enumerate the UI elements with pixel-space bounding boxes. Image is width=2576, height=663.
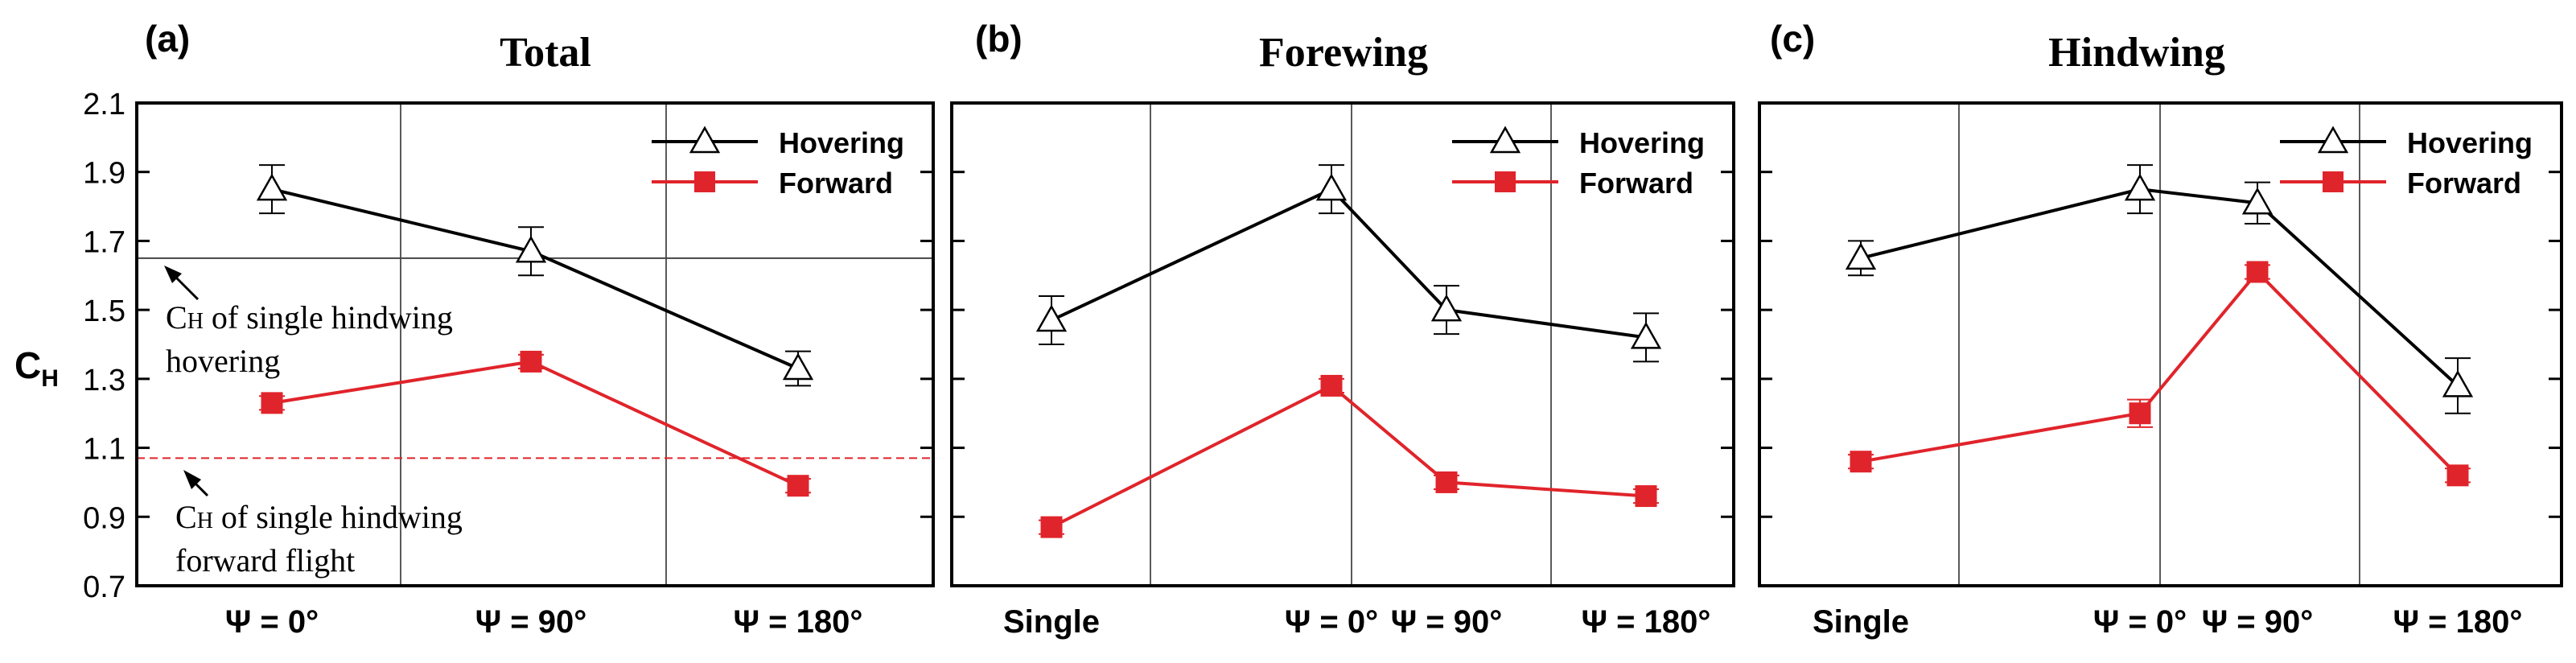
forward-marker xyxy=(1320,374,1343,397)
forward-marker xyxy=(1040,516,1063,538)
hovering-marker xyxy=(1845,242,1877,270)
panel-c-letter: (c) xyxy=(1770,18,1815,60)
annotation-forward-arrowhead xyxy=(183,470,201,489)
legend-forward-marker xyxy=(2323,171,2344,192)
annotation-hovering: CH of single hindwing hovering xyxy=(164,266,453,379)
hovering-marker xyxy=(1035,304,1068,332)
panel-forewing: Single Ψ = 0° Ψ = 90° Ψ = 180° Hovering Forwa… xyxy=(950,101,1735,640)
hovering-marker xyxy=(515,235,547,263)
panel-b-title: Forewing xyxy=(1259,30,1428,76)
forward-series-line xyxy=(1051,384,1647,529)
plot-frame xyxy=(135,101,935,587)
x-tick-label: Single xyxy=(1813,604,1909,640)
hovering-marker xyxy=(2442,369,2474,397)
annotation-forward: CH of single hindwing forward flight xyxy=(175,470,463,579)
hovering-marker xyxy=(256,173,288,201)
y-tick-label: 0.9 xyxy=(83,501,126,535)
forward-marker xyxy=(787,475,809,497)
forward-marker xyxy=(2129,402,2151,425)
x-tick-label: Ψ = 0° xyxy=(1285,604,1378,640)
y-tick-label: 1.1 xyxy=(83,433,126,467)
hovering-marker xyxy=(1430,294,1463,322)
panel-b-letter: (b) xyxy=(975,18,1023,60)
legend-hovering-label: Hovering xyxy=(2407,126,2533,159)
annotation-forward-line1: CH of single hindwing xyxy=(175,499,463,535)
x-tick-label: Ψ = 180° xyxy=(2393,604,2523,640)
legend-hovering-marker xyxy=(2317,126,2349,154)
forward-marker xyxy=(261,392,283,414)
y-tick-label: 1.5 xyxy=(83,294,126,328)
hovering-marker xyxy=(2124,173,2156,201)
panel-c-title: Hindwing xyxy=(2048,30,2225,76)
forward-marker xyxy=(2246,261,2269,283)
panel-hindwing: Single Ψ = 0° Ψ = 90° Ψ = 180° Hovering Forwa… xyxy=(1758,101,2563,640)
forward-series-line xyxy=(1860,270,2459,477)
annotation-forward-line2: forward flight xyxy=(175,542,355,579)
annotation-hovering-line2: hovering xyxy=(166,343,280,379)
legend-forward-marker xyxy=(694,171,715,192)
y-tick-label: 0.7 xyxy=(83,570,126,604)
x-tick-label: Ψ = 180° xyxy=(734,604,863,640)
plot-frame xyxy=(950,101,1735,587)
y-tick-label: 1.9 xyxy=(83,157,126,191)
y-axis-label: CH xyxy=(14,344,59,392)
x-tick-label: Ψ = 0° xyxy=(2093,604,2187,640)
x-tick-label: Ψ = 180° xyxy=(1582,604,1711,640)
forward-marker xyxy=(2446,464,2469,487)
hovering-marker xyxy=(1630,321,1662,349)
forward-series-line xyxy=(271,360,799,488)
legend-hovering-marker xyxy=(689,126,721,154)
plot-frame xyxy=(1758,101,2563,587)
x-tick-label: Ψ = 0° xyxy=(225,604,319,640)
forward-marker xyxy=(1850,451,1872,473)
forward-marker xyxy=(1435,471,1458,493)
panel-a-title: Total xyxy=(500,30,591,76)
legend-hovering-marker xyxy=(1489,126,1521,154)
y-tick-label: 1.3 xyxy=(83,364,126,397)
forward-marker xyxy=(1635,485,1657,508)
hovering-series-line xyxy=(1051,187,1647,340)
panel-total: 0.7 0.9 1.1 1.3 1.5 1.7 1.9 2.1 Ψ = 0° Ψ = 90° Ψ =… xyxy=(83,88,935,640)
legend-forward-label: Forward xyxy=(2407,167,2521,200)
x-tick-label: Ψ = 90° xyxy=(475,604,586,640)
y-tick-label: 2.1 xyxy=(83,88,126,121)
annotation-hovering-line1: CH of single hindwing xyxy=(166,299,453,336)
hovering-marker xyxy=(782,352,814,381)
y-tick-label: 1.7 xyxy=(83,225,126,259)
hovering-marker xyxy=(1315,173,1348,201)
forward-marker xyxy=(520,350,542,373)
legend-forward-label: Forward xyxy=(779,167,893,200)
annotation-hovering-arrowhead xyxy=(164,266,182,283)
panel-a-letter: (a) xyxy=(145,18,190,60)
hovering-series-line xyxy=(271,187,799,370)
legend-hovering-label: Hovering xyxy=(1579,126,1705,159)
legend-forward-label: Forward xyxy=(1579,167,1693,200)
x-tick-label: Single xyxy=(1003,604,1100,640)
x-tick-label: Ψ = 90° xyxy=(2202,604,2313,640)
x-tick-label: Ψ = 90° xyxy=(1391,604,1502,640)
hovering-series-line xyxy=(1860,187,2459,387)
legend-hovering-label: Hovering xyxy=(779,126,904,159)
hovering-marker xyxy=(2241,187,2274,215)
legend-forward-marker xyxy=(1495,171,1516,192)
